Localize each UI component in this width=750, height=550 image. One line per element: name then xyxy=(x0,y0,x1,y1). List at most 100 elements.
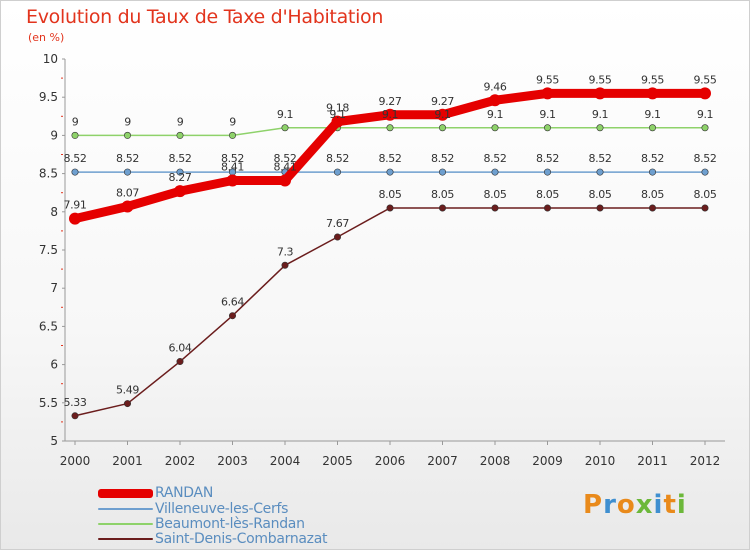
x-tick-label: 2011 xyxy=(637,454,668,468)
data-label: 9.1 xyxy=(592,108,608,121)
data-point xyxy=(596,204,604,212)
data-point xyxy=(124,131,132,139)
logo-letter: x xyxy=(635,490,654,520)
data-point xyxy=(386,124,394,132)
logo-letter: i xyxy=(676,490,687,520)
data-point xyxy=(174,185,186,198)
data-point xyxy=(701,204,709,212)
legend-swatch xyxy=(98,538,153,540)
data-label: 8.05 xyxy=(536,188,559,201)
data-label: 9.27 xyxy=(379,95,402,108)
data-point xyxy=(438,168,446,176)
data-label: 8.52 xyxy=(274,152,297,165)
chart-series xyxy=(69,87,711,420)
data-point xyxy=(69,212,81,225)
data-point xyxy=(489,94,501,107)
legend-swatch xyxy=(98,508,153,510)
data-point xyxy=(124,168,132,176)
data-label: 8.52 xyxy=(169,152,192,165)
y-tick-label: 6 xyxy=(50,358,58,372)
data-label: 8.05 xyxy=(694,188,717,201)
data-label: 9.1 xyxy=(434,108,450,121)
y-tick-label: 10 xyxy=(43,52,58,66)
data-point xyxy=(226,174,239,187)
data-label: 8.52 xyxy=(64,152,87,165)
data-point xyxy=(71,168,79,176)
data-label: 8.05 xyxy=(589,188,612,201)
data-point xyxy=(71,412,79,420)
y-tick-label: 5 xyxy=(50,434,58,448)
data-label: 7.3 xyxy=(277,245,294,258)
legend-swatch xyxy=(98,523,153,525)
legend-item: RANDAN xyxy=(98,485,213,501)
x-tick-label: 2000 xyxy=(60,454,91,468)
data-point xyxy=(436,108,449,121)
data-label: 5.49 xyxy=(116,384,139,397)
data-label: 9 xyxy=(124,115,131,128)
legend-label: Saint-Denis-Combarnazat xyxy=(155,531,328,547)
data-label: 8.05 xyxy=(379,188,402,201)
data-point xyxy=(491,168,499,176)
data-point xyxy=(279,174,291,187)
x-tick-label: 2004 xyxy=(270,454,301,468)
x-tick-label: 2012 xyxy=(690,454,721,468)
series-line-Saint-Denis-Combarnazat xyxy=(74,207,706,417)
data-label: 9.1 xyxy=(644,108,660,121)
chart-title: Evolution du Taux de Taxe d'Habitation xyxy=(26,6,384,28)
x-tick-label: 2008 xyxy=(480,454,511,468)
logo-letter: r xyxy=(603,490,617,520)
data-label: 9.55 xyxy=(694,73,717,86)
logo-letter: o xyxy=(616,490,636,520)
data-point xyxy=(176,168,184,176)
x-tick-label: 2010 xyxy=(585,454,616,468)
data-label: 9.1 xyxy=(487,108,503,121)
x-tick-label: 2005 xyxy=(322,454,353,468)
data-point xyxy=(491,204,499,212)
data-label: 8.41 xyxy=(221,160,244,173)
data-point xyxy=(124,400,132,408)
data-label: 9.1 xyxy=(382,108,398,121)
data-point xyxy=(281,261,289,269)
data-label: 5.33 xyxy=(64,396,87,409)
data-point xyxy=(543,204,551,212)
data-point xyxy=(386,168,394,176)
y-tick-label: 7.5 xyxy=(39,243,58,257)
x-tick-label: 2003 xyxy=(217,454,248,468)
data-point xyxy=(596,168,604,176)
data-label: 8.05 xyxy=(641,188,664,201)
data-point xyxy=(648,168,656,176)
logo-letter: t xyxy=(663,490,677,520)
data-label: 6.04 xyxy=(169,342,192,355)
data-point xyxy=(594,87,606,100)
data-point xyxy=(646,87,659,100)
y-tick-label: 8.5 xyxy=(39,167,58,181)
logo-letter: P xyxy=(583,490,604,520)
y-tick-label: 7 xyxy=(50,281,58,295)
data-point xyxy=(648,204,656,212)
legend-swatch xyxy=(98,488,153,498)
data-point xyxy=(699,87,711,100)
data-label: 8.52 xyxy=(536,152,559,165)
data-label: 9.1 xyxy=(697,108,713,121)
x-tick-label: 2009 xyxy=(532,454,563,468)
y-tick-label: 9 xyxy=(50,128,58,142)
data-point xyxy=(543,168,551,176)
legend-item: Villeneuve-les-Cerfs xyxy=(98,501,288,517)
data-label: 9.55 xyxy=(536,73,559,86)
data-point xyxy=(229,312,237,320)
y-tick-label: 9.5 xyxy=(39,90,58,104)
data-label: 9.55 xyxy=(589,73,612,86)
data-label: 8.05 xyxy=(431,188,454,201)
data-label: 8.52 xyxy=(694,152,717,165)
data-point xyxy=(229,131,237,139)
data-point xyxy=(701,124,709,132)
data-label: 8.52 xyxy=(484,152,507,165)
data-labels: 7.91 8.07 8.27 8.41 8.41 9.18 9.27 9.27 9.46 9.55… xyxy=(64,73,718,409)
data-point xyxy=(541,87,554,100)
legend-item: Saint-Denis-Combarnazat xyxy=(98,531,328,547)
data-point xyxy=(121,200,134,213)
y-tick-label: 8 xyxy=(50,205,58,219)
data-point xyxy=(331,115,344,128)
data-point xyxy=(596,124,604,132)
